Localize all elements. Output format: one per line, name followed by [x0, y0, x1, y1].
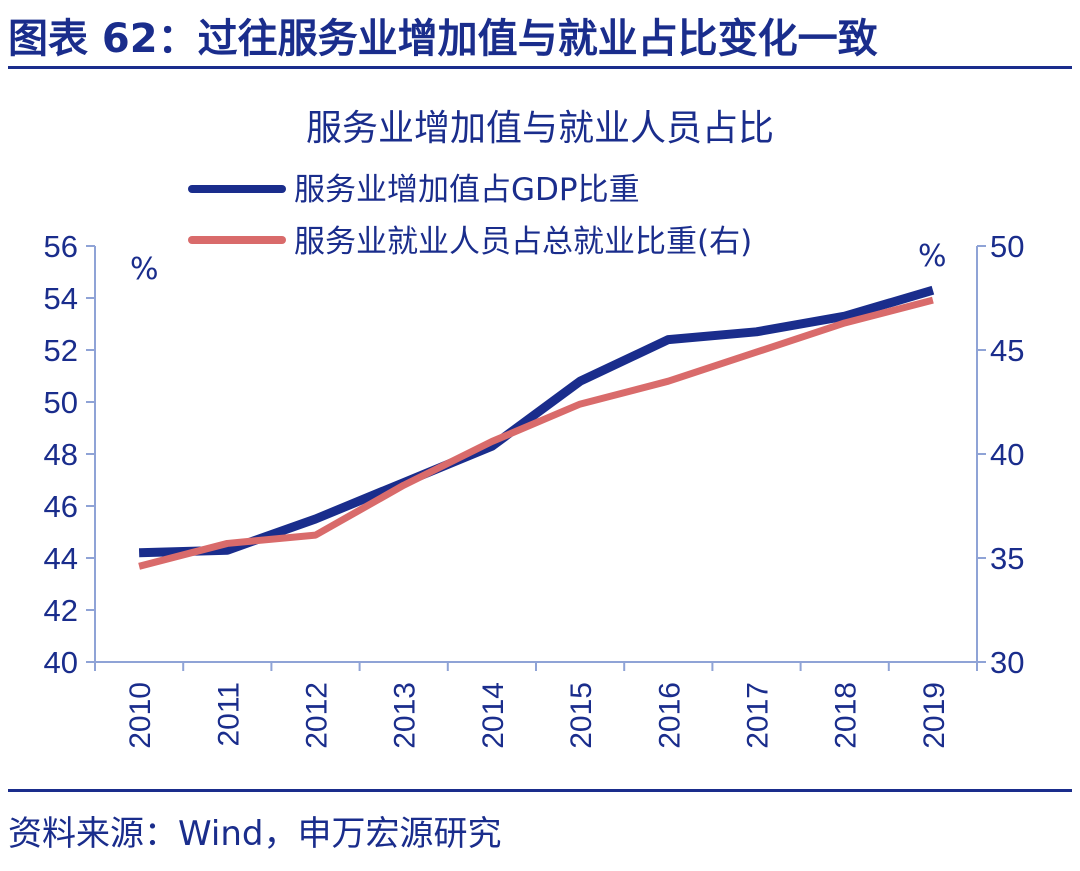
source-note: 资料来源：Wind，申万宏源研究	[8, 814, 502, 854]
left-axis-ticks: 40 42 44 46 48 50 52 54 56	[44, 229, 95, 680]
left-tick-label: 52	[44, 333, 78, 368]
left-tick-label: 46	[44, 489, 78, 524]
right-tick-label: 40	[990, 437, 1024, 472]
figure-title: 图表 62：过往服务业增加值与就业占比变化一致	[8, 16, 878, 62]
right-tick-label: 45	[990, 333, 1024, 368]
x-tick-label: 2016	[653, 682, 686, 749]
x-tick-label: 2011	[212, 682, 245, 747]
right-axis-unit: %	[918, 239, 947, 274]
series-line-gdp-share	[138, 285, 935, 558]
source-divider	[8, 789, 1072, 792]
right-tick-label: 30	[990, 645, 1024, 680]
series-layer	[138, 285, 935, 570]
right-tick-label: 35	[990, 541, 1024, 576]
x-tick-label: 2013	[389, 682, 422, 749]
x-tick-label: 2019	[918, 682, 951, 749]
legend: 服务业增加值占GDP比重 服务业就业人员占总就业比重(右)	[188, 172, 752, 260]
right-tick-label: 50	[990, 229, 1024, 264]
left-tick-label: 56	[44, 229, 78, 264]
left-tick-label: 48	[44, 437, 78, 472]
line-chart: 服务业增加值与就业人员占比 服务业增加值占GDP比重 服务业就业人员占总就业比重…	[44, 108, 1025, 749]
left-tick-label: 54	[44, 281, 78, 316]
series-line-employment-share	[138, 296, 934, 570]
legend-label-employment-share: 服务业就业人员占总就业比重(右)	[294, 224, 752, 260]
legend-label-gdp-share: 服务业增加值占GDP比重	[294, 172, 640, 208]
x-axis-ticks: 2010 2011 2012 2013 2014 2015 2016 2017 2018 2019	[94, 662, 978, 749]
right-axis-ticks: 30 35 40 45 50	[977, 229, 1024, 680]
x-tick-label: 2014	[477, 682, 510, 749]
left-tick-label: 42	[44, 593, 78, 628]
left-tick-label: 44	[44, 541, 78, 576]
x-tick-label: 2012	[301, 682, 334, 749]
axes	[94, 246, 978, 663]
x-tick-label: 2010	[124, 682, 157, 749]
left-axis-unit: %	[130, 252, 159, 287]
x-tick-label: 2018	[830, 682, 863, 749]
x-tick-label: 2017	[742, 682, 775, 749]
x-tick-label: 2015	[565, 682, 598, 749]
title-divider	[8, 66, 1072, 69]
left-tick-label: 40	[44, 645, 78, 680]
left-tick-label: 50	[44, 385, 78, 420]
chart-title: 服务业增加值与就业人员占比	[306, 108, 774, 149]
